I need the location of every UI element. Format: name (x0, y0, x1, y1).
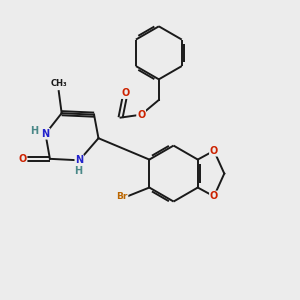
Text: H: H (30, 126, 38, 136)
Text: Br: Br (116, 192, 128, 201)
Text: N: N (75, 155, 83, 165)
Text: N: N (41, 129, 50, 139)
Text: O: O (210, 146, 218, 156)
Text: H: H (74, 167, 82, 176)
Text: O: O (122, 88, 130, 98)
Text: O: O (210, 191, 218, 201)
Text: O: O (137, 110, 145, 120)
Text: O: O (18, 154, 27, 164)
Text: CH₃: CH₃ (50, 79, 67, 88)
